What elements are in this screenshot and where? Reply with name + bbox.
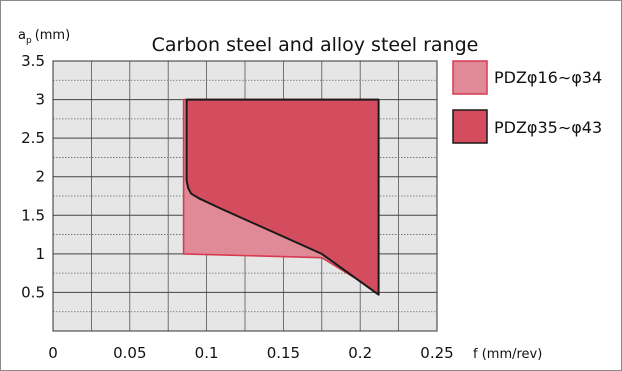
y-tick-label: 2.5 bbox=[21, 129, 45, 147]
plot-border bbox=[52, 60, 438, 332]
legend-swatch-pdz16-34 bbox=[452, 60, 488, 95]
x-tick-label: 0.1 bbox=[195, 344, 219, 362]
x-tick-label: 0.25 bbox=[420, 344, 453, 362]
y-tick-label: 3.5 bbox=[21, 52, 45, 70]
x-tick-label: 0.2 bbox=[348, 344, 372, 362]
y-tick-label: 1 bbox=[35, 245, 45, 263]
y-tick-label: 0.5 bbox=[21, 283, 45, 301]
y-axis-unit: (mm) bbox=[35, 28, 70, 43]
y-axis-symbol: a bbox=[18, 28, 26, 43]
legend-label-pdz16-34: PDZφ16∼φ34 bbox=[494, 68, 602, 87]
tick-labels: 0.5 1 1.5 2 2.5 3 3.5 0 0.05 0.1 0.15 0.2 0.25 bbox=[21, 52, 454, 362]
y-tick-label: 3 bbox=[35, 91, 45, 109]
y-tick-label: 1.5 bbox=[21, 206, 45, 224]
y-axis-label: ap (mm) bbox=[18, 28, 70, 46]
series-layer bbox=[182, 98, 380, 296]
legend-swatch-pdz35-43 bbox=[452, 109, 488, 144]
legend: PDZφ16∼φ34 PDZφ35∼φ43 bbox=[452, 60, 602, 144]
x-tick-label: 0.05 bbox=[113, 344, 146, 362]
chart-title: Carbon steel and alloy steel range bbox=[152, 34, 479, 56]
series-area-1 bbox=[185, 98, 380, 296]
legend-label-pdz35-43: PDZφ35∼φ43 bbox=[494, 118, 602, 137]
y-tick-label: 2 bbox=[35, 168, 45, 186]
x-tick-label: 0.15 bbox=[267, 344, 300, 362]
x-tick-label: 0 bbox=[48, 344, 58, 362]
y-axis-subscript: p bbox=[26, 36, 32, 46]
x-axis-label: f (mm/rev) bbox=[473, 347, 542, 362]
